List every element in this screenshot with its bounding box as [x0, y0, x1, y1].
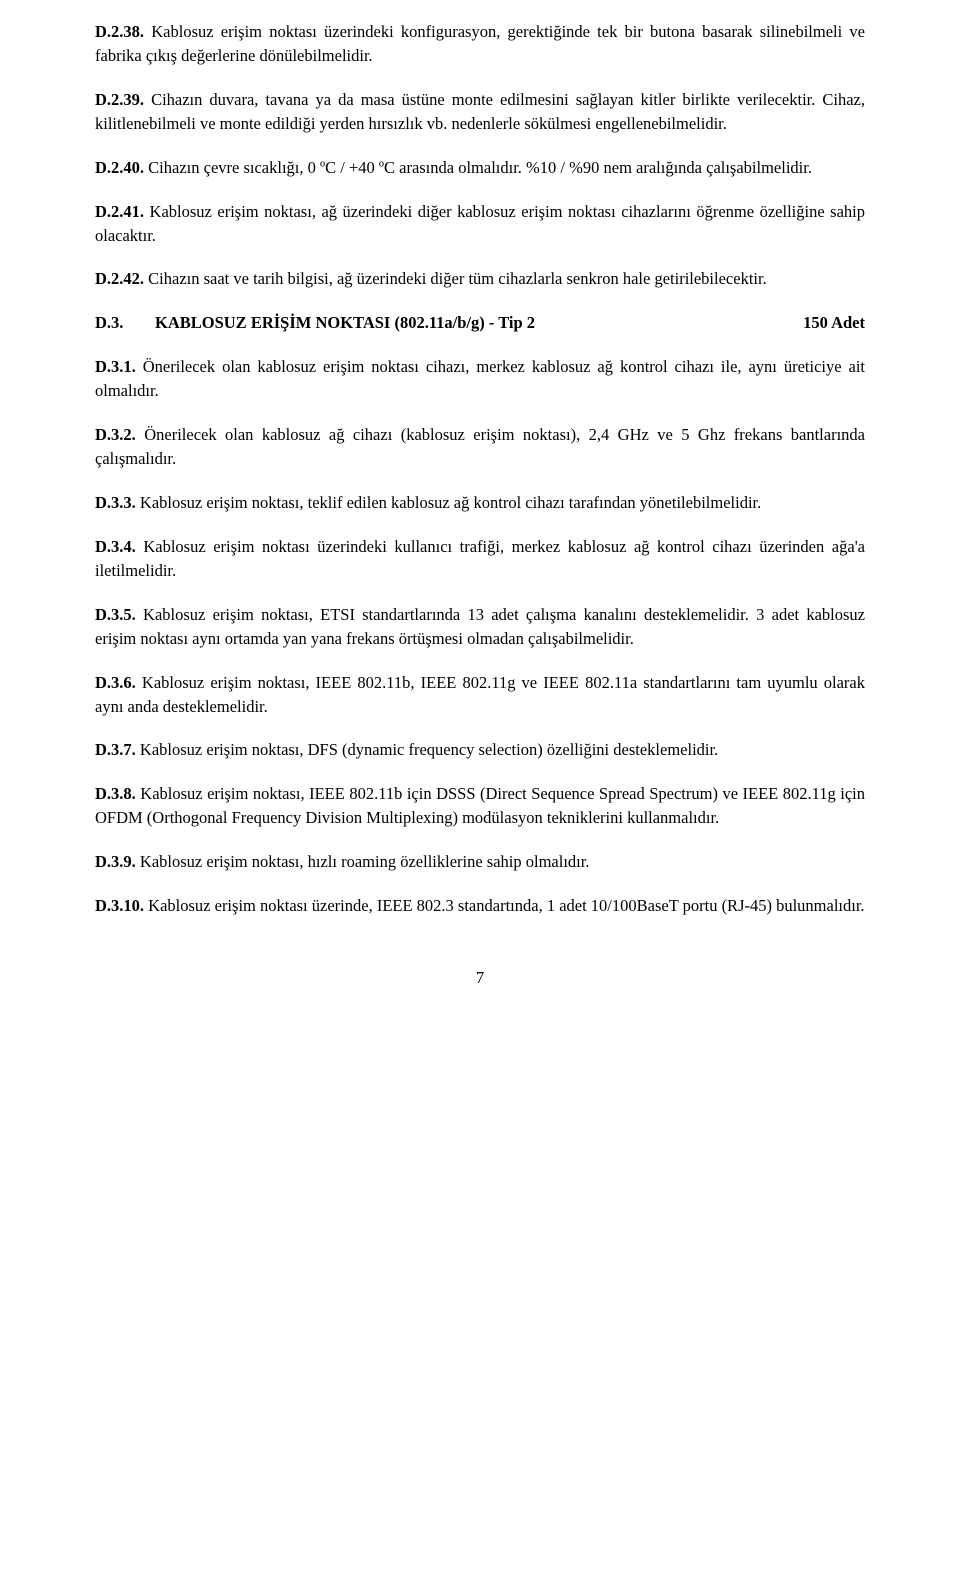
spec-paragraph: D.3.7. Kablosuz erişim noktası, DFS (dyn… — [95, 738, 865, 762]
spec-paragraph: D.2.38. Kablosuz erişim noktası üzerinde… — [95, 20, 865, 68]
section-prefix: D.3. — [95, 311, 155, 335]
spec-item-text: Kablosuz erişim noktası, IEEE 802.11b iç… — [95, 784, 865, 827]
spec-paragraph: D.2.40. Cihazın çevre sıcaklığı, 0 ºC / … — [95, 156, 865, 180]
spec-paragraph: D.3.5. Kablosuz erişim noktası, ETSI sta… — [95, 603, 865, 651]
spec-item-number: D.3.2. — [95, 425, 136, 444]
spec-item-number: D.2.39. — [95, 90, 144, 109]
spec-paragraph: D.3.1. Önerilecek olan kablosuz erişim n… — [95, 355, 865, 403]
page-number: 7 — [95, 966, 865, 990]
spec-paragraph: D.2.42. Cihazın saat ve tarih bilgisi, a… — [95, 267, 865, 291]
spec-item-number: D.2.38. — [95, 22, 144, 41]
spec-item-text: Kablosuz erişim noktası, hızlı roaming ö… — [136, 852, 590, 871]
spec-item-text: Kablosuz erişim noktası üzerinde, IEEE 8… — [144, 896, 865, 915]
spec-item-text: Kablosuz erişim noktası, IEEE 802.11b, I… — [95, 673, 865, 716]
spec-item-number: D.3.8. — [95, 784, 136, 803]
spec-item-text: Cihazın saat ve tarih bilgisi, ağ üzerin… — [144, 269, 767, 288]
spec-item-number: D.3.5. — [95, 605, 136, 624]
spec-paragraph: D.3.2. Önerilecek olan kablosuz ağ cihaz… — [95, 423, 865, 471]
spec-item-number: D.3.10. — [95, 896, 144, 915]
spec-item-text: Kablosuz erişim noktası, teklif edilen k… — [136, 493, 761, 512]
spec-item-text: Önerilecek olan kablosuz ağ cihazı (kabl… — [95, 425, 865, 468]
spec-item-text: Cihazın çevre sıcaklığı, 0 ºC / +40 ºC a… — [144, 158, 812, 177]
spec-item-text: Cihazın duvara, tavana ya da masa üstüne… — [95, 90, 865, 133]
spec-item-number: D.3.4. — [95, 537, 136, 556]
spec-item-number: D.2.41. — [95, 202, 144, 221]
spec-item-number: D.2.40. — [95, 158, 144, 177]
section-heading-left: D.3.KABLOSUZ ERİŞİM NOKTASI (802.11a/b/g… — [95, 311, 535, 335]
spec-paragraph: D.2.39. Cihazın duvara, tavana ya da mas… — [95, 88, 865, 136]
section-quantity: 150 Adet — [803, 311, 865, 335]
spec-paragraph: D.2.41. Kablosuz erişim noktası, ağ üzer… — [95, 200, 865, 248]
section-heading: D.3.KABLOSUZ ERİŞİM NOKTASI (802.11a/b/g… — [95, 311, 865, 335]
spec-item-text: Kablosuz erişim noktası üzerindeki kulla… — [95, 537, 865, 580]
spec-item-number: D.3.7. — [95, 740, 136, 759]
spec-item-text: Kablosuz erişim noktası, DFS (dynamic fr… — [136, 740, 718, 759]
spec-item-text: Kablosuz erişim noktası, ETSI standartla… — [95, 605, 865, 648]
spec-item-text: Kablosuz erişim noktası, ağ üzerindeki d… — [95, 202, 865, 245]
section-title: KABLOSUZ ERİŞİM NOKTASI (802.11a/b/g) - … — [155, 311, 535, 335]
spec-paragraph: D.3.9. Kablosuz erişim noktası, hızlı ro… — [95, 850, 865, 874]
spec-paragraph: D.3.8. Kablosuz erişim noktası, IEEE 802… — [95, 782, 865, 830]
spec-paragraph: D.3.3. Kablosuz erişim noktası, teklif e… — [95, 491, 865, 515]
spec-item-text: Kablosuz erişim noktası üzerindeki konfi… — [95, 22, 865, 65]
spec-item-text: Önerilecek olan kablosuz erişim noktası … — [95, 357, 865, 400]
spec-item-number: D.3.9. — [95, 852, 136, 871]
spec-item-number: D.3.1. — [95, 357, 136, 376]
spec-paragraph: D.3.10. Kablosuz erişim noktası üzerinde… — [95, 894, 865, 918]
spec-item-number: D.3.3. — [95, 493, 136, 512]
spec-paragraph: D.3.6. Kablosuz erişim noktası, IEEE 802… — [95, 671, 865, 719]
spec-item-number: D.2.42. — [95, 269, 144, 288]
spec-item-number: D.3.6. — [95, 673, 136, 692]
spec-paragraph: D.3.4. Kablosuz erişim noktası üzerindek… — [95, 535, 865, 583]
